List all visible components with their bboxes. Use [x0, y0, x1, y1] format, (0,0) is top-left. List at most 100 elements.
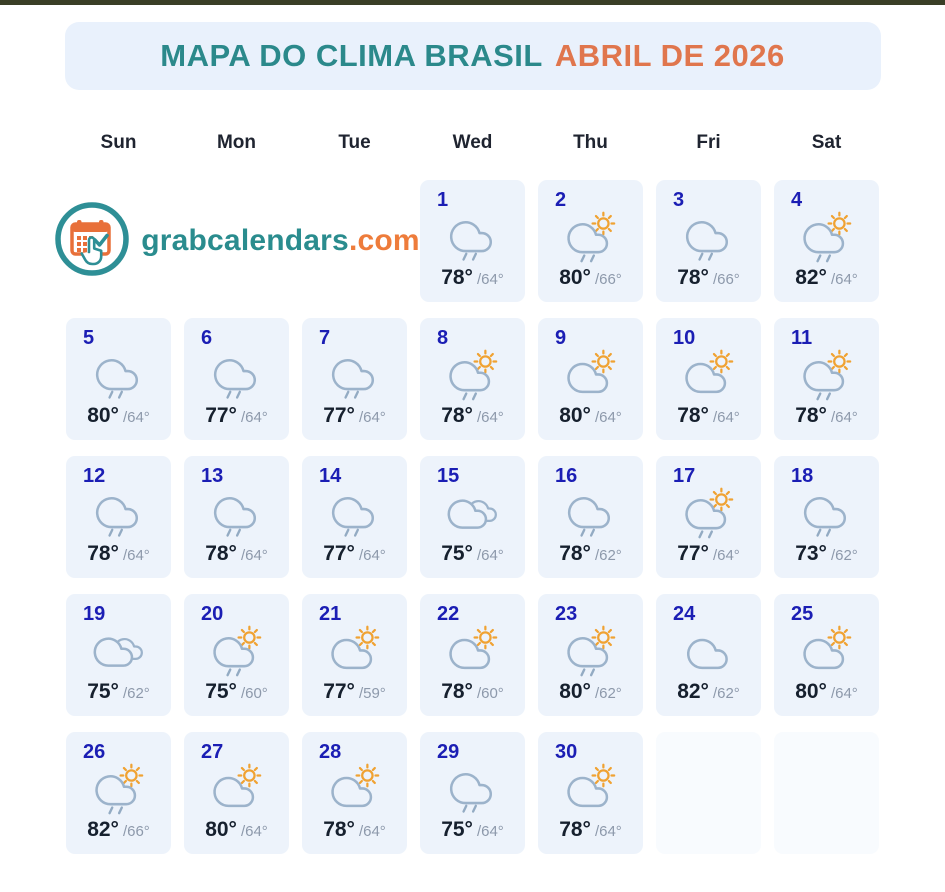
day-number: 3: [673, 189, 685, 211]
high-temp: 82°: [677, 680, 709, 703]
sun-cloud-icon: [564, 762, 618, 816]
day-number: 18: [791, 465, 814, 487]
rain-cloud-icon: [682, 210, 736, 264]
day-number: 20: [201, 603, 224, 625]
low-temp: /66°: [122, 823, 150, 840]
low-temp: /64°: [122, 409, 150, 426]
page-title: MAPA DO CLIMA BRASIL ABRIL DE 2026: [64, 22, 881, 90]
temperature: 78°/64°: [441, 404, 504, 428]
temperature: 77°/64°: [323, 404, 386, 428]
weekday-thu: Thu: [573, 132, 608, 153]
high-temp: 77°: [323, 680, 355, 703]
sun-rain-cloud-icon: [210, 624, 264, 678]
day-number: 11: [791, 327, 813, 349]
grabcalendars-logo-link[interactable]: grabcalendars.com: [55, 180, 420, 302]
temperature: 80°/64°: [205, 818, 268, 842]
weekday-mon: Mon: [216, 132, 257, 153]
low-temp: /64°: [594, 409, 622, 426]
day-cell: 18 73°/62°: [774, 456, 879, 578]
sun-rain-cloud-icon: [564, 210, 618, 264]
temperature: 77°/64°: [323, 542, 386, 566]
high-temp: 78°: [441, 404, 473, 427]
clouds-icon: [92, 624, 146, 678]
temperature: 82°/64°: [795, 266, 858, 290]
low-temp: /64°: [476, 409, 504, 426]
title-month-map-label: MAPA DO CLIMA BRASIL: [160, 38, 543, 73]
day-cell: 22 78°/60°: [420, 594, 525, 716]
high-temp: 77°: [205, 404, 237, 427]
temperature: 78°/66°: [677, 266, 740, 290]
rain-cloud-icon: [210, 348, 264, 402]
cloud-icon: [682, 624, 736, 678]
day-cell: 1 78°/64°: [420, 180, 525, 302]
weekday-sun: Sun: [100, 132, 137, 153]
low-temp: /62°: [594, 685, 622, 702]
temperature: 80°/64°: [87, 404, 150, 428]
calendar-grid: grabcalendars.com 1 78°/64° 2 80°/66° 3 78°/6…: [55, 180, 879, 854]
day-cell: 9 80°/64°: [538, 318, 643, 440]
temperature: 78°/64°: [323, 818, 386, 842]
high-temp: 82°: [87, 818, 119, 841]
sun-cloud-icon: [682, 348, 736, 402]
day-number: 23: [555, 603, 578, 625]
day-cell: 16 78°/62°: [538, 456, 643, 578]
day-cell: 4 82°/64°: [774, 180, 879, 302]
day-number: 5: [83, 327, 95, 349]
temperature: 78°/60°: [441, 680, 504, 704]
low-temp: /64°: [830, 271, 858, 288]
calendar-grab-logo-icon: [53, 200, 131, 283]
temperature: 78°/64°: [87, 542, 150, 566]
sun-cloud-icon: [446, 624, 500, 678]
high-temp: 78°: [677, 404, 709, 427]
low-temp: /60°: [240, 685, 268, 702]
empty-cell: [774, 732, 879, 854]
high-temp: 80°: [559, 266, 591, 289]
temperature: 78°/64°: [677, 404, 740, 428]
low-temp: /60°: [476, 685, 504, 702]
high-temp: 80°: [205, 818, 237, 841]
empty-cell: [656, 732, 761, 854]
day-cell: 14 77°/64°: [302, 456, 407, 578]
low-temp: /64°: [712, 409, 740, 426]
day-cell: 17 77°/64°: [656, 456, 761, 578]
rain-cloud-icon: [210, 486, 264, 540]
low-temp: /64°: [240, 823, 268, 840]
rain-cloud-icon: [92, 486, 146, 540]
day-number: 24: [673, 603, 696, 625]
temperature: 80°/62°: [559, 680, 622, 704]
temperature: 78°/64°: [205, 542, 268, 566]
day-cell: 20 75°/60°: [184, 594, 289, 716]
day-cell: 10 78°/64°: [656, 318, 761, 440]
high-temp: 73°: [795, 542, 827, 565]
temperature: 80°/64°: [559, 404, 622, 428]
low-temp: /64°: [358, 409, 386, 426]
temperature: 78°/64°: [441, 266, 504, 290]
day-cell: 28 78°/64°: [302, 732, 407, 854]
day-number: 25: [791, 603, 814, 625]
day-cell: 6 77°/64°: [184, 318, 289, 440]
high-temp: 75°: [205, 680, 237, 703]
temperature: 82°/66°: [87, 818, 150, 842]
temperature: 78°/62°: [559, 542, 622, 566]
logo-name-label: grabcalendars: [141, 224, 349, 257]
weekday-sat: Sat: [811, 132, 842, 153]
temperature: 75°/60°: [205, 680, 268, 704]
day-number: 15: [437, 465, 460, 487]
sun-cloud-icon: [564, 348, 618, 402]
day-number: 21: [319, 603, 342, 625]
day-cell: 5 80°/64°: [66, 318, 171, 440]
rain-cloud-icon: [328, 486, 382, 540]
high-temp: 78°: [323, 818, 355, 841]
day-number: 4: [791, 189, 803, 211]
day-number: 2: [555, 189, 567, 211]
temperature: 80°/66°: [559, 266, 622, 290]
low-temp: /62°: [712, 685, 740, 702]
day-cell: 30 78°/64°: [538, 732, 643, 854]
day-cell: 12 78°/64°: [66, 456, 171, 578]
rain-cloud-icon: [328, 348, 382, 402]
sun-cloud-icon: [328, 624, 382, 678]
sun-cloud-icon: [328, 762, 382, 816]
day-cell: 26 82°/66°: [66, 732, 171, 854]
day-number: 29: [437, 741, 460, 763]
title-month-year-label: ABRIL DE 2026: [554, 38, 785, 73]
